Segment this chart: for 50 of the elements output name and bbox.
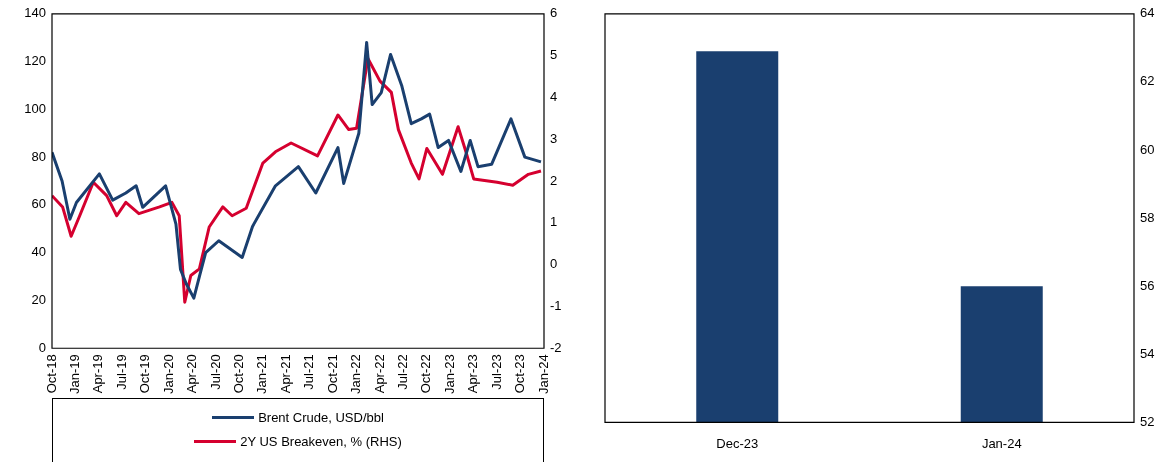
y-tick-label: 60 <box>31 196 46 212</box>
x-tick-label: Jul-23 <box>488 354 504 390</box>
x-tick-label: Jan-21 <box>254 354 270 394</box>
legend-label: Brent Crude, USD/bbl <box>258 409 384 425</box>
x-tick-label: Oct-18 <box>43 354 59 394</box>
x-tick-label: Oct-21 <box>324 354 340 394</box>
x-tick-label: Jan-24 <box>981 435 1022 451</box>
x-tick-label: Oct-19 <box>137 354 153 394</box>
y2-tick-label: 52 <box>1140 413 1155 429</box>
y-tick-label: 140 <box>24 5 46 21</box>
x-tick-label: Apr-22 <box>371 354 387 394</box>
y-tick-label: 20 <box>31 292 46 308</box>
x-tick-label: Jan-19 <box>67 354 83 394</box>
y2-tick-label: 56 <box>1140 277 1155 293</box>
x-tick-label: Oct-20 <box>231 354 247 394</box>
y2-tick-label: 58 <box>1140 209 1155 225</box>
y-tick-label: 0 <box>38 339 46 355</box>
x-tick-label: Jan-23 <box>441 354 457 394</box>
x-tick-label: Dec-23 <box>716 435 759 451</box>
y2-tick-label: 5 <box>550 47 558 63</box>
y2-tick-label: 1 <box>550 214 558 230</box>
y-tick-label: 100 <box>24 100 46 116</box>
y2-tick-label: 54 <box>1140 345 1155 361</box>
y2-tick-label: 3 <box>550 130 558 146</box>
x-tick-label: Apr-19 <box>90 354 106 394</box>
x-tick-label: Oct-22 <box>418 354 434 394</box>
x-tick-label: Jan-20 <box>160 354 176 394</box>
x-tick-label: Jul-21 <box>301 354 317 390</box>
y2-tick-label: 0 <box>550 256 558 272</box>
y2-tick-label: 64 <box>1140 5 1155 21</box>
y2-tick-label: 62 <box>1140 73 1155 89</box>
x-tick-label: Jul-20 <box>207 354 223 390</box>
y-tick-label: 40 <box>31 244 46 260</box>
y2-tick-label: 2 <box>550 172 558 188</box>
x-tick-label: Apr-23 <box>465 354 481 394</box>
legend-label: 2Y US Breakeven, % (RHS) <box>240 433 402 449</box>
x-tick-label: Apr-20 <box>184 354 200 394</box>
y-tick-label: 120 <box>24 53 46 69</box>
x-tick-label: Jul-19 <box>113 354 129 390</box>
x-tick-label: Jan-24 <box>535 354 551 394</box>
x-tick-label: Oct-23 <box>512 354 528 394</box>
y2-tick-label: 6 <box>550 5 558 21</box>
y2-tick-label: 4 <box>550 88 558 104</box>
x-tick-label: Jul-22 <box>395 354 411 390</box>
y2-tick-label: 60 <box>1140 141 1155 157</box>
x-tick-label: Apr-21 <box>277 354 293 394</box>
y2-tick-label: -1 <box>550 298 562 314</box>
x-tick-label: Jan-22 <box>348 354 364 394</box>
y-tick-label: 80 <box>31 148 46 164</box>
y2-tick-label: -2 <box>550 339 562 355</box>
